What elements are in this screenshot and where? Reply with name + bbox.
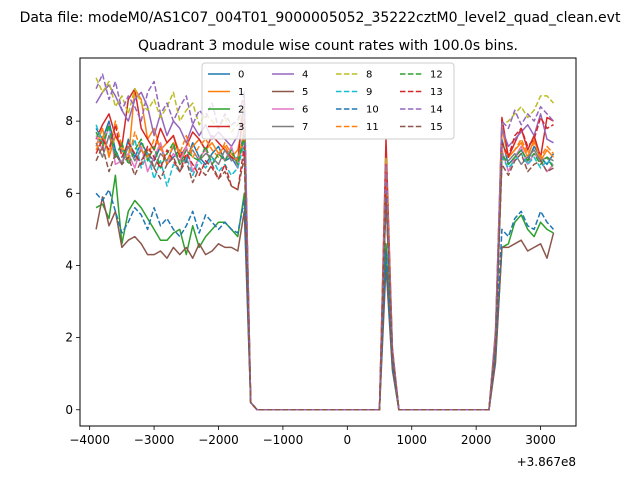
legend-frame (201, 62, 455, 140)
x-tick-label: 0 (344, 433, 352, 447)
legend-label-4: 4 (302, 70, 308, 81)
x-tick-label: −3000 (134, 433, 175, 447)
legend-label-8: 8 (366, 70, 372, 81)
y-tick-label: 4 (65, 258, 73, 272)
legend-label-5: 5 (302, 87, 308, 98)
y-tick-label: 6 (65, 186, 73, 200)
x-tick-label: 2000 (461, 433, 492, 447)
plot-frame (79, 57, 577, 427)
x-tick-label: 3000 (525, 433, 556, 447)
legend-label-10: 10 (366, 105, 379, 116)
series-line-8 (95, 77, 555, 411)
legend-label-14: 14 (430, 105, 443, 116)
series-line-15 (95, 145, 554, 411)
y-axis: 0 2 4 6 8 (65, 114, 80, 417)
x-tick-label: −1000 (263, 433, 304, 447)
series-line-14 (95, 73, 555, 411)
x-tick-label: −4000 (69, 433, 110, 447)
legend-label-1: 1 (238, 87, 244, 98)
x-tick-label: −2000 (198, 433, 239, 447)
legend-label-15: 15 (430, 122, 443, 133)
legend-label-2: 2 (238, 105, 244, 116)
legend-label-7: 7 (302, 122, 308, 133)
y-tick-label: 0 (65, 403, 73, 417)
x-axis: −4000 −3000 −2000 −1000 0 1000 2000 3000 (69, 426, 556, 447)
figure-suptitle: Data file: modeM0/AS1C07_004T01_90000050… (20, 10, 621, 26)
legend-label-13: 13 (430, 87, 443, 98)
legend-label-0: 0 (238, 70, 244, 81)
legend-label-11: 11 (366, 122, 379, 133)
series-layer (95, 73, 555, 411)
x-offset-label: +3.867e8 (517, 455, 576, 469)
legend-label-6: 6 (302, 105, 308, 116)
legend-label-9: 9 (366, 87, 372, 98)
x-tick-label: 1000 (396, 433, 427, 447)
chart-title: Quadrant 3 module wise count rates with … (138, 38, 518, 54)
legend-label-3: 3 (238, 122, 244, 133)
y-tick-label: 8 (65, 114, 73, 128)
legend-label-12: 12 (430, 70, 443, 81)
y-tick-label: 2 (65, 331, 73, 345)
